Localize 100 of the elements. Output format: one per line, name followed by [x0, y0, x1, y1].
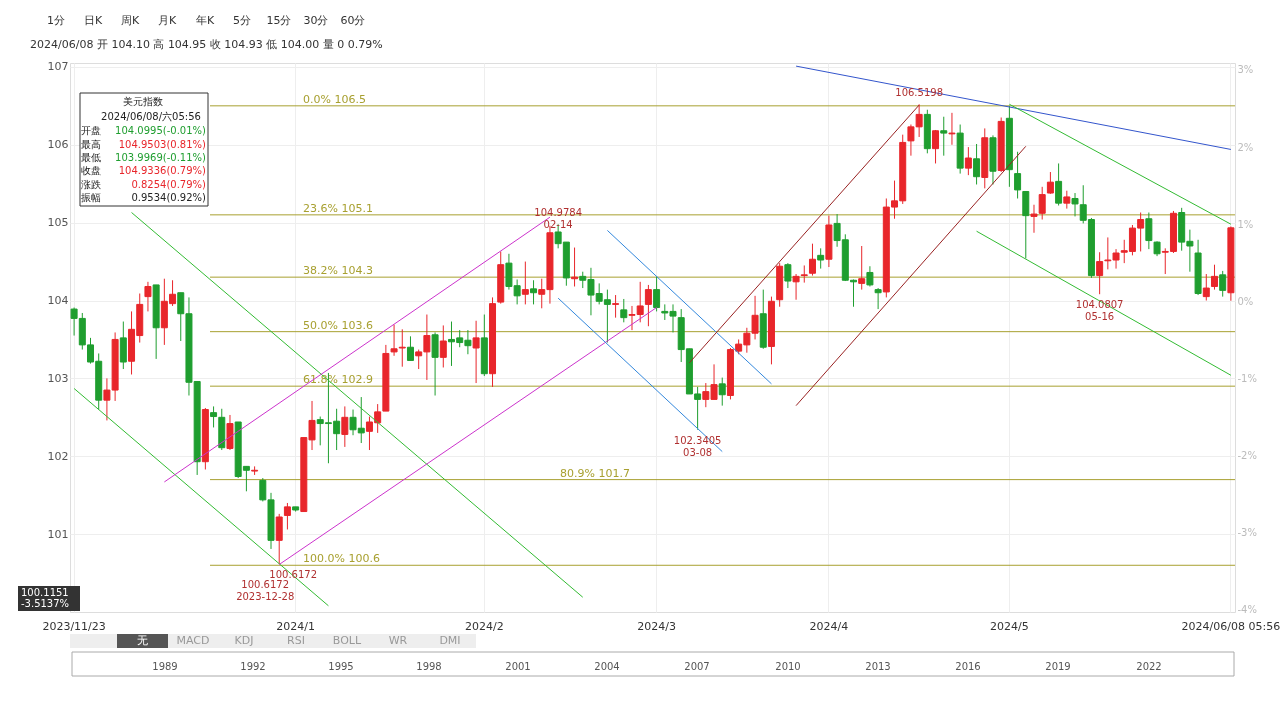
text: 15分 [266, 14, 292, 27]
text: 周K [120, 14, 140, 27]
ref-line-label: 38.2% 104.3 [303, 264, 373, 278]
candlestick [612, 294, 620, 319]
ref-line-label: 80.9% 101.7 [560, 466, 630, 480]
y2-tick-label: -2% [1237, 449, 1257, 461]
annotation: 涨跌 [81, 179, 101, 190]
x-tick-label: 2024/3 [637, 619, 676, 633]
candlestick [1096, 251, 1104, 295]
y2-tick-label: 0% [1237, 295, 1254, 307]
x-tick-label: 2023/11/23 [42, 619, 106, 633]
text: 2001 [505, 661, 531, 672]
candlestick [653, 275, 661, 312]
annotation: 0.9534(0.92%) [131, 192, 207, 203]
candlestick [784, 262, 792, 289]
text: 1989 [152, 661, 178, 672]
candlestick [874, 287, 882, 310]
candlestick [431, 331, 439, 397]
y2-tick-label: 1% [1237, 218, 1254, 230]
chart-title: 2024/06/08 开 104.10 高 104.95 收 104.93 低 104.00 量 0 0.79% [30, 38, 383, 51]
candlestick [530, 279, 538, 305]
candlestick [932, 129, 940, 164]
text: 2007 [684, 661, 710, 672]
y-tick-label: 103 [47, 371, 69, 385]
annotation: 104.9336(0.79%) [118, 165, 207, 176]
text: 5分 [233, 14, 251, 27]
candlestick [341, 405, 349, 448]
candlestick [275, 513, 283, 565]
ref-line-label: 100.0% 100.6 [303, 552, 380, 566]
candlestick [973, 143, 981, 185]
candlestick [1202, 273, 1210, 302]
ref-line-label: 23.6% 105.1 [303, 201, 373, 215]
y-tick-label: 105 [47, 216, 69, 230]
candlestick [808, 243, 816, 277]
candlestick [940, 116, 948, 157]
text: 年K [195, 14, 215, 27]
annotation: 100.6172 2023-12-28 [236, 578, 295, 602]
candlestick [472, 320, 480, 384]
y2-tick-label: 2% [1237, 141, 1254, 153]
annotation: 106.5198 [895, 87, 943, 99]
y-tick-label: 102 [47, 449, 69, 463]
annotation: 最低 [81, 152, 101, 163]
annotation: 最高 [81, 139, 101, 150]
text: RSI [287, 634, 305, 647]
text: 日K [83, 14, 103, 27]
text: 2016 [955, 661, 981, 672]
y-tick-label: 107 [47, 60, 69, 74]
text: DMI [439, 634, 461, 647]
annotation: 104.9503(0.81%) [118, 139, 207, 150]
annotation: 103.9969(-0.11%) [115, 152, 207, 163]
text: 1998 [416, 661, 442, 672]
text: 1995 [328, 661, 354, 672]
candlestick [1055, 162, 1063, 207]
text: 1分 [47, 14, 65, 27]
x-tick-label: 2024/06/08 05:56 [1181, 619, 1280, 633]
candlestick [144, 281, 152, 312]
text: 100.1151 [21, 587, 69, 598]
candlestick [964, 146, 972, 176]
text: 无 [136, 634, 148, 647]
candlestick [1046, 171, 1054, 195]
candlestick [620, 298, 628, 323]
candlestick [718, 377, 726, 407]
candlestick [792, 273, 800, 301]
text: 2013 [865, 661, 891, 672]
y-tick-label: 104 [47, 294, 69, 308]
x-tick-label: 2024/1 [276, 619, 315, 633]
text: MACD [176, 634, 210, 647]
text: KDJ [234, 634, 254, 647]
candlestick [644, 284, 652, 327]
candlestick [571, 247, 579, 287]
y2-tick-label: -4% [1237, 604, 1257, 616]
text: 60分 [340, 14, 366, 27]
text: WR [388, 634, 408, 647]
text: -3.5137% [21, 598, 70, 609]
y2-tick-label: 3% [1237, 64, 1254, 76]
annotation: 开盘 [81, 125, 101, 136]
text: 1992 [240, 661, 266, 672]
annotation: 美元指数 [123, 96, 163, 107]
text: 2010 [775, 661, 801, 672]
candlestick [858, 245, 866, 291]
text: 2004 [594, 661, 620, 672]
candlestick [1219, 270, 1227, 298]
text: 2019 [1045, 661, 1071, 672]
candlestick [439, 324, 447, 368]
candlestick [817, 247, 825, 270]
candlestick [800, 264, 808, 284]
candlestick [406, 335, 414, 361]
candlestick [1210, 264, 1218, 291]
ref-line-label: 50.0% 103.6 [303, 318, 373, 332]
candlestick [1145, 212, 1153, 250]
text: BOLL [332, 634, 362, 647]
text: 2022 [1136, 661, 1162, 672]
x-tick-label: 2024/4 [809, 619, 849, 633]
candlestick [948, 112, 956, 146]
y-tick-label: 106 [47, 138, 69, 152]
annotation: 收盘 [81, 165, 101, 176]
annotation: 振幅 [81, 192, 101, 203]
y-tick-label: 101 [47, 527, 69, 541]
candlestick [210, 405, 218, 428]
x-tick-label: 2024/2 [464, 619, 504, 633]
